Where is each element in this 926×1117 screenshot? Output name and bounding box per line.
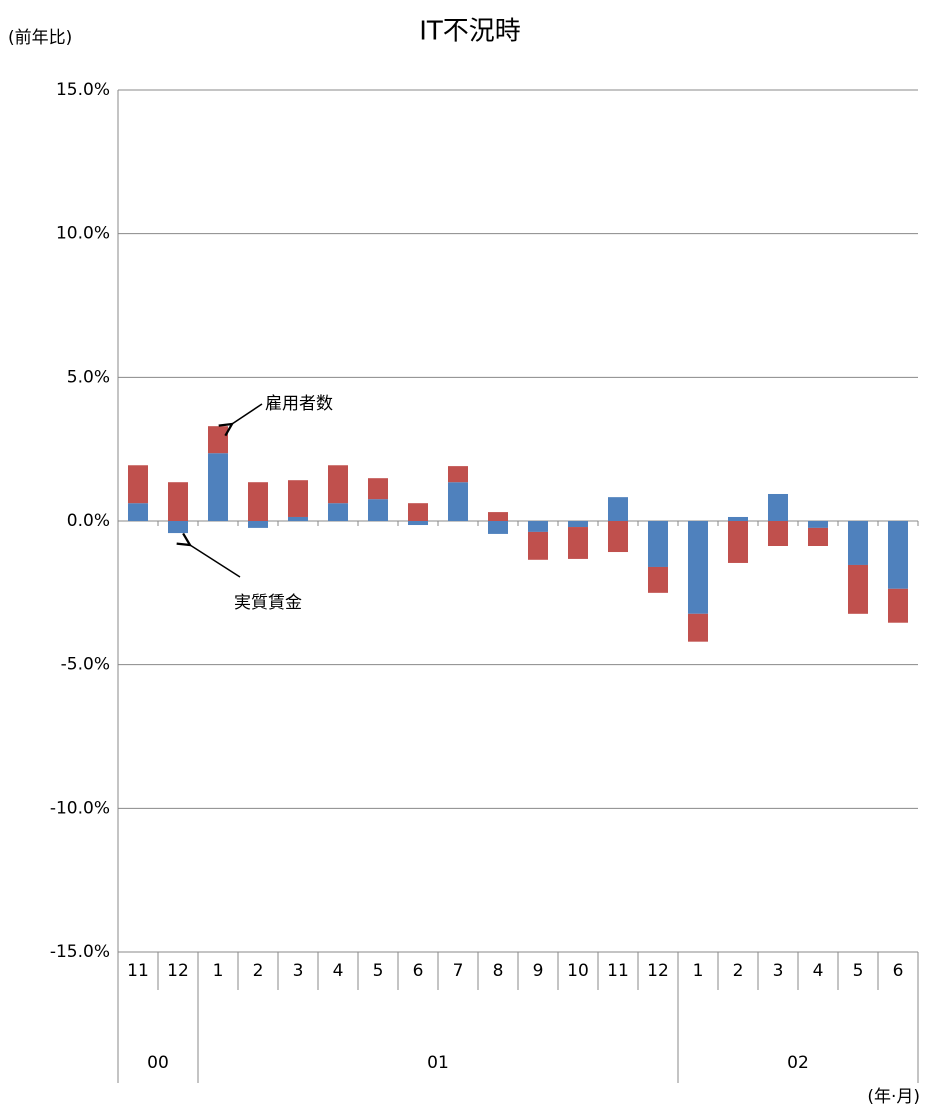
bar [408, 503, 428, 521]
y-tick-label: -10.0% [50, 798, 110, 818]
bar [128, 503, 148, 521]
bar [448, 466, 468, 483]
x-tick-label: 7 [453, 961, 464, 981]
group-label: 02 [787, 1053, 809, 1073]
annotation: 実質賃金 [234, 593, 302, 613]
y-tick-label: 0.0% [67, 511, 110, 531]
bar [648, 566, 668, 593]
bar [488, 512, 508, 521]
x-tick-label: 6 [413, 961, 424, 981]
x-tick-label: 3 [773, 961, 784, 981]
x-tick-label: 1 [213, 961, 224, 981]
bar [368, 478, 388, 500]
bar [208, 426, 228, 454]
bar [368, 499, 388, 521]
bar [328, 465, 348, 504]
bar [208, 453, 228, 521]
bar [768, 493, 788, 521]
bar [328, 503, 348, 521]
chart-title: IT不況時 [419, 17, 521, 47]
bar [248, 521, 268, 528]
bar [168, 521, 188, 534]
group-label: 00 [147, 1053, 169, 1073]
x-tick-label: 9 [533, 961, 544, 981]
bar [888, 521, 908, 589]
x-tick-label: 6 [893, 961, 904, 981]
x-tick-label: 5 [373, 961, 384, 981]
bar [528, 521, 548, 532]
bar [888, 588, 908, 623]
bar [728, 516, 748, 521]
bar [448, 482, 468, 521]
bar [688, 613, 708, 642]
bar [248, 482, 268, 521]
bar [688, 521, 708, 614]
x-axis-label: (年·月) [867, 1087, 920, 1107]
bar [168, 482, 188, 521]
x-tick-label: 11 [127, 961, 149, 981]
x-tick-label: 4 [333, 961, 344, 981]
bar [848, 521, 868, 565]
bar [568, 527, 588, 559]
x-tick-label: 1 [693, 961, 704, 981]
x-tick-label: 4 [813, 961, 824, 981]
bar [648, 521, 668, 567]
x-tick-label: 8 [493, 961, 504, 981]
x-tick-label: 5 [853, 961, 864, 981]
y-tick-label: -5.0% [61, 655, 110, 675]
x-tick-label: 12 [167, 961, 189, 981]
group-label: 01 [427, 1053, 449, 1073]
bar [768, 521, 788, 546]
x-tick-label: 3 [293, 961, 304, 981]
x-tick-label: 10 [567, 961, 589, 981]
bar [128, 465, 148, 504]
annotation: 雇用者数 [265, 394, 333, 414]
y-tick-label: -15.0% [50, 942, 110, 962]
bar [488, 521, 508, 534]
x-tick-label: 12 [647, 961, 669, 981]
y-tick-label: 10.0% [56, 224, 110, 244]
x-tick-label: 2 [253, 961, 264, 981]
x-tick-label: 2 [733, 961, 744, 981]
bar [288, 480, 308, 517]
annotation-arrow [232, 403, 263, 424]
x-tick-label: 11 [607, 961, 629, 981]
bar [528, 531, 548, 560]
bar [848, 564, 868, 614]
bar [408, 521, 428, 526]
bar [808, 527, 828, 546]
bar [728, 521, 748, 563]
bar [568, 521, 588, 528]
annotation-arrow [190, 545, 241, 578]
bar [608, 497, 628, 521]
y-tick-label: 5.0% [67, 367, 110, 387]
y-axis-label: (前年比) [8, 28, 72, 48]
y-tick-label: 15.0% [56, 80, 110, 100]
bar [288, 516, 308, 521]
bar [808, 521, 828, 528]
bar [608, 521, 628, 553]
